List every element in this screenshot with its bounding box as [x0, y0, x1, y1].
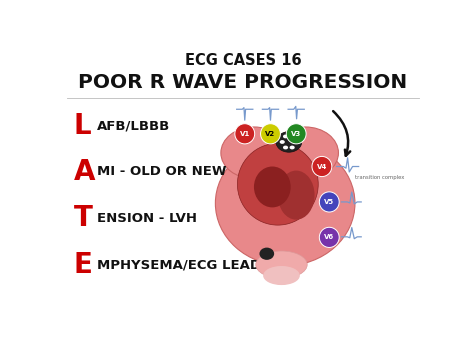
Text: V5: V5: [324, 199, 334, 205]
Text: T: T: [74, 204, 93, 232]
Ellipse shape: [293, 140, 298, 144]
Ellipse shape: [280, 140, 285, 144]
Ellipse shape: [237, 143, 318, 225]
Text: A: A: [74, 158, 95, 186]
Ellipse shape: [312, 156, 332, 177]
Text: POOR R WAVE PROGRESSION: POOR R WAVE PROGRESSION: [78, 73, 408, 91]
Text: ENSION - LVH: ENSION - LVH: [97, 212, 197, 225]
Text: V2: V2: [265, 131, 275, 137]
Text: V1: V1: [240, 131, 250, 137]
Text: ECG CASES 16: ECG CASES 16: [184, 53, 301, 68]
Ellipse shape: [278, 171, 315, 219]
Ellipse shape: [283, 135, 288, 138]
Text: transition complex: transition complex: [355, 175, 404, 180]
Text: V4: V4: [317, 164, 327, 170]
Text: L: L: [74, 112, 91, 139]
Text: V6: V6: [324, 234, 334, 240]
Ellipse shape: [286, 124, 306, 144]
Ellipse shape: [319, 227, 339, 247]
Ellipse shape: [254, 166, 291, 207]
Ellipse shape: [235, 124, 255, 144]
Ellipse shape: [272, 127, 338, 179]
Text: MI - OLD OR NEW: MI - OLD OR NEW: [97, 165, 226, 178]
Ellipse shape: [290, 135, 295, 138]
Text: E: E: [74, 251, 93, 279]
Ellipse shape: [261, 124, 281, 144]
Ellipse shape: [319, 192, 339, 212]
Text: V3: V3: [291, 131, 301, 137]
Ellipse shape: [221, 127, 287, 179]
Ellipse shape: [276, 132, 301, 152]
Ellipse shape: [290, 145, 295, 149]
Ellipse shape: [263, 266, 300, 285]
Text: MPHYSEMA/ECG LEADS: MPHYSEMA/ECG LEADS: [97, 258, 270, 271]
Ellipse shape: [283, 145, 288, 149]
Ellipse shape: [256, 251, 307, 278]
Text: AFB/LBBB: AFB/LBBB: [97, 119, 170, 132]
Ellipse shape: [259, 247, 274, 260]
Ellipse shape: [215, 141, 355, 266]
